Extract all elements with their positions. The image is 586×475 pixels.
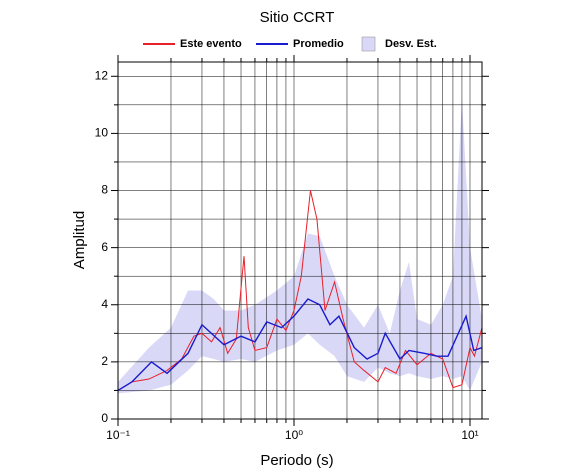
std-band (118, 99, 482, 394)
y-tick-label: 6 (101, 240, 108, 254)
y-tick-label: 4 (101, 297, 108, 311)
legend-label: Promedio (293, 38, 344, 50)
x-tick-label: 10⁰ (285, 428, 303, 442)
legend-swatch (361, 36, 376, 52)
y-tick-label: 12 (95, 68, 109, 82)
legend-label: Desv. Est. (385, 38, 437, 50)
chart-title: Sitio CCRT (260, 9, 335, 26)
legend-label: Este evento (180, 38, 242, 50)
series-line (117, 298, 483, 392)
series-line (117, 190, 483, 391)
plot-frame (117, 61, 483, 420)
x-tick-label: 10¹ (461, 428, 478, 442)
y-tick-label: 8 (101, 183, 108, 197)
y-axis-label: Amplitud (71, 211, 88, 269)
x-axis-label: Periodo (s) (260, 452, 333, 469)
x-tick-label: 10⁻¹ (106, 428, 130, 442)
y-tick-label: 10 (95, 126, 109, 140)
y-tick-label: 2 (101, 354, 108, 368)
y-tick-label: 0 (101, 411, 108, 425)
